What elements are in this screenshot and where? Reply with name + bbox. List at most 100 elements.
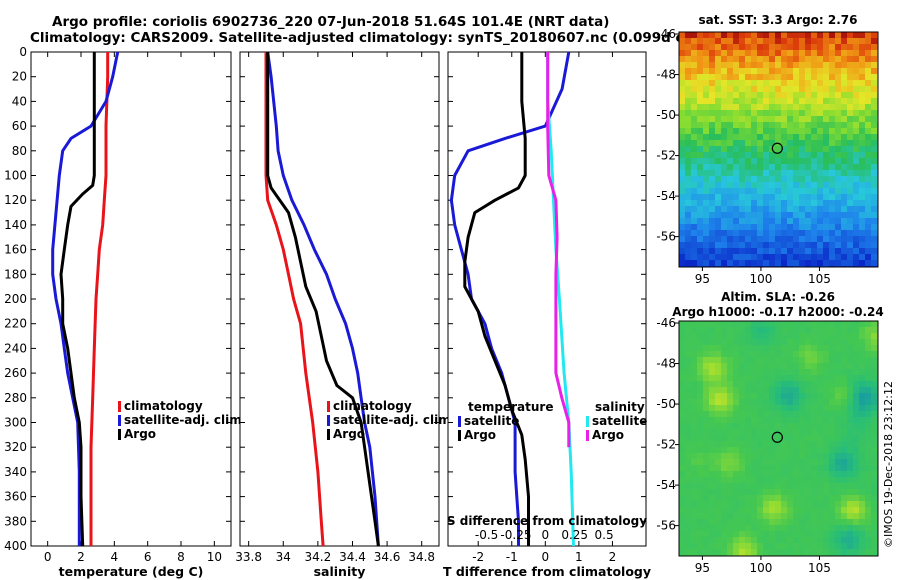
sla-map-cell [799,339,805,345]
sla-map-cell [703,447,709,453]
sst-map-cell [835,110,841,116]
sst-map-cell [721,152,727,158]
sla-map-cell [769,471,775,477]
sst-map-cell [679,260,685,266]
difference-legend-label: Argo [464,428,496,442]
salinity-legend-swatch [327,429,330,440]
sst-map-cell [763,86,769,92]
sst-map-cell [727,230,733,236]
sla-map-cell [853,417,859,423]
sla-map-cell [757,351,763,357]
sst-map-cell [853,254,859,260]
sst-map-cell [829,140,835,146]
sla-map-cell [865,477,871,483]
sst-map-cell [787,146,793,152]
sst-map-cell [793,260,799,266]
salinity-legend-swatch [327,415,330,426]
sst-map-cell [841,56,847,62]
sst-map-cell [763,206,769,212]
sla-map-cell [751,537,757,543]
sla-map-cell [709,489,715,495]
sst-map-cell [739,110,745,116]
sst-map-cell [871,236,877,242]
sst-map-cell [685,212,691,218]
sst-map-cell [835,104,841,110]
sla-map-cell [733,327,739,333]
sst-map-cell [679,38,685,44]
sla-map-cell [817,477,823,483]
sla-map-cell [721,375,727,381]
sst-map-cell [781,170,787,176]
sst-map-cell [853,152,859,158]
sla-map-cell [751,363,757,369]
sla-map-cells [679,321,878,556]
temperature-xlabel: temperature (deg C) [59,564,204,579]
sst-map-cell [745,92,751,98]
sst-map-cell [853,32,859,38]
sla-map-cell [685,465,691,471]
sst-map-cell [751,230,757,236]
sla-map-cell [715,369,721,375]
sst-map-cell [817,74,823,80]
sst-map-cell [775,164,781,170]
sst-map-cell [847,188,853,194]
sst-map-cell [811,104,817,110]
sla-map-cell [679,369,685,375]
sla-map-cell [703,357,709,363]
sla-map-cell [679,471,685,477]
sst-map-cell [691,218,697,224]
sst-map-cell [811,242,817,248]
sla-map-cell [823,525,829,531]
sla-map-cell [799,549,805,555]
sla-map-cell [811,339,817,345]
sla-map-cell [781,513,787,519]
sst-map-cell [805,188,811,194]
sst-map-cell [865,110,871,116]
sst-map-cell [835,80,841,86]
sst-map-cell [835,50,841,56]
sla-map-cell [829,501,835,507]
sst-map-cell [715,158,721,164]
sla-map-cell [679,519,685,525]
sst-map-cell [751,218,757,224]
sst-map-cell [841,68,847,74]
sla-map-cell [853,477,859,483]
sla-map-cell [847,435,853,441]
sst-map-cell [769,122,775,128]
sla-map-cell [811,459,817,465]
sla-map-cell [715,417,721,423]
sla-map-cell [835,411,841,417]
sst-map-cell [751,170,757,176]
sst-map-cell [727,122,733,128]
sla-map-cell [679,423,685,429]
sla-map-cell [841,369,847,375]
sla-map-cell [715,507,721,513]
sla-map-cell [715,465,721,471]
sla-map-cell [685,471,691,477]
sst-map-cell [817,116,823,122]
sla-map-cell [847,519,853,525]
sla-map-cell [841,459,847,465]
sst-map-cell [793,152,799,158]
sst-map-cell [739,92,745,98]
sla-map-cell [781,345,787,351]
sla-map-cell [751,495,757,501]
sla-map-cell [817,369,823,375]
sst-map-cell [811,260,817,266]
sst-map-cell [859,260,865,266]
sst-map-cell [733,182,739,188]
sst-map-cell [847,182,853,188]
sst-map-cell [859,38,865,44]
sst-map-cell [781,224,787,230]
sla-map-cell [709,549,715,555]
sst-map-cell [745,248,751,254]
sst-map-cell [697,224,703,230]
sst-map-cell [757,86,763,92]
sla-map-cell [757,357,763,363]
sla-map-lon-label: 100 [749,561,772,575]
sst-map-cell [787,194,793,200]
sla-map-cell [715,345,721,351]
sst-map-cell [697,104,703,110]
sst-map-cell [829,224,835,230]
sla-map-cell [745,513,751,519]
